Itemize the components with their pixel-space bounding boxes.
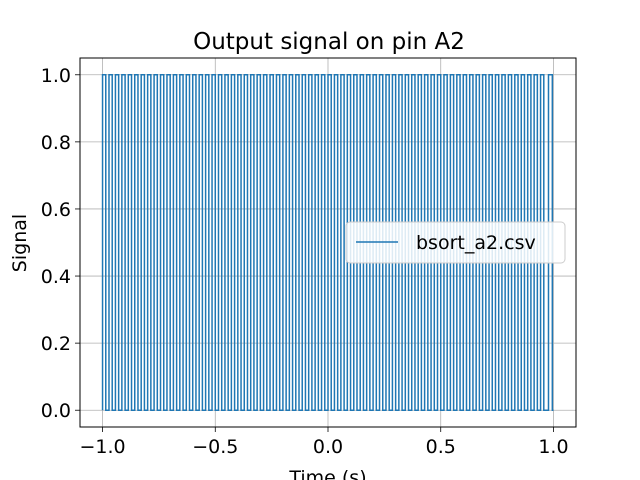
axis-ticks: −1.0 −0.5 0.0 0.5 1.0 0.0 0.2 0.4 0.6 0.8 1.0: [41, 65, 569, 458]
legend-label: bsort_a2.csv: [416, 232, 536, 254]
x-tick-label: −0.5: [192, 436, 238, 458]
y-tick-label: 0.0: [41, 400, 71, 422]
chart-title: Output signal on pin A2: [193, 29, 465, 55]
plot-area: [101, 74, 554, 411]
y-tick-label: 0.2: [41, 333, 71, 355]
series-line-0: [101, 74, 554, 411]
y-tick-label: 1.0: [41, 65, 71, 87]
x-axis-label: Time (s): [288, 467, 366, 480]
legend-box: [345, 221, 566, 264]
legend: bsort_a2.csv: [345, 221, 566, 264]
x-tick-label: 0.5: [426, 436, 456, 458]
x-tick-label: 0.0: [313, 436, 343, 458]
y-axis-label: Signal: [9, 214, 31, 272]
y-tick-label: 0.4: [41, 266, 71, 288]
x-tick-label: 1.0: [538, 436, 568, 458]
x-tick-label: −1.0: [79, 436, 125, 458]
y-tick-label: 0.6: [41, 199, 71, 221]
y-tick-label: 0.8: [41, 132, 71, 154]
